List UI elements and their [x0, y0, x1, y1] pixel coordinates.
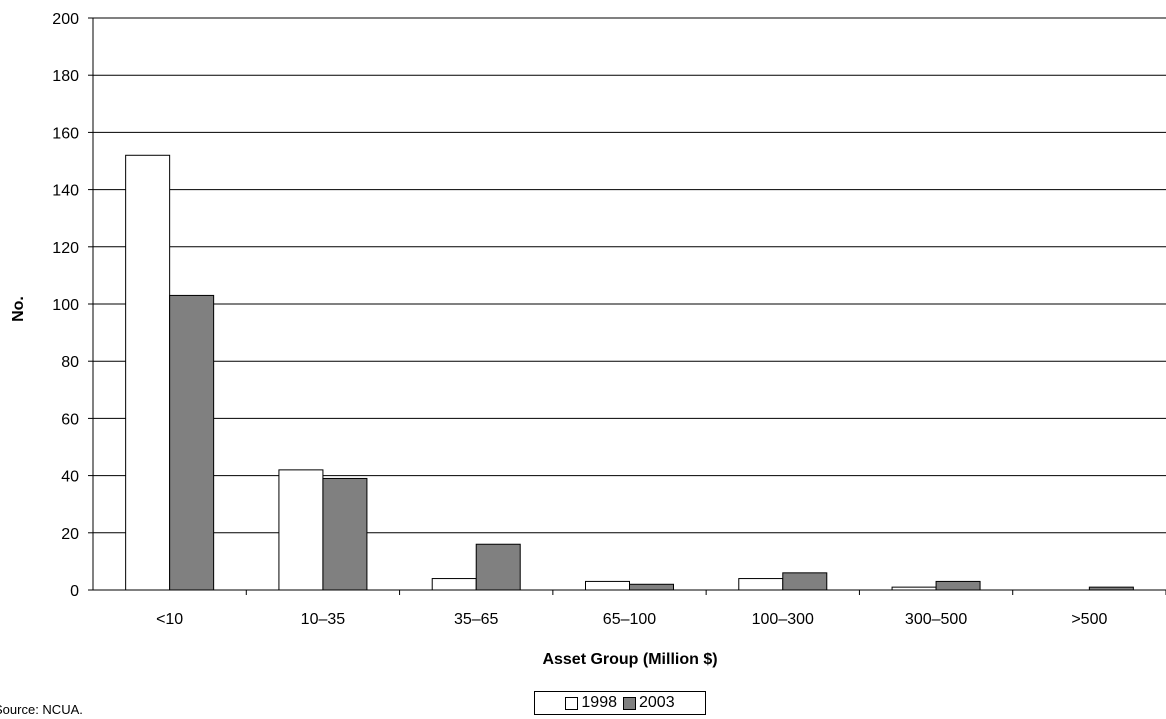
y-tick-label: 160: [52, 125, 79, 142]
legend-swatch-2003: [623, 696, 636, 710]
bar-2003: [322, 477, 368, 591]
y-tick-label: 0: [70, 583, 79, 600]
x-tick-label: 65–100: [603, 611, 656, 628]
axes: [88, 17, 1166, 595]
legend-item-1998: 1998: [565, 694, 617, 712]
bar-1998: [431, 578, 477, 591]
y-tick-label: 60: [61, 411, 79, 428]
x-tick-label: 10–35: [301, 611, 346, 628]
x-tick-label: 35–65: [454, 611, 499, 628]
bar-1998: [278, 469, 324, 591]
x-tick-label: 300–500: [905, 611, 967, 628]
legend-swatch-1998: [565, 696, 579, 710]
source-note: Source: NCUA.: [0, 702, 83, 717]
y-tick-label: 180: [52, 68, 79, 85]
x-tick-labels: <10 10–35 35–65 65–100 100–300 300–500 >500: [156, 611, 1107, 628]
y-tick-labels: 0 20 40 60 80 100 120 140 160 180 200: [52, 11, 79, 600]
legend-item-2003: 2003: [623, 694, 675, 712]
bar-2003: [629, 583, 674, 591]
legend-label-2003: 2003: [639, 694, 675, 711]
bar-1998: [738, 578, 784, 591]
y-tick-label: 100: [52, 297, 79, 314]
y-axis-label: No.: [10, 296, 27, 322]
bars: [125, 154, 1134, 591]
bar-2003: [782, 572, 828, 591]
legend-label-1998: 1998: [581, 694, 617, 711]
y-tick-label: 80: [61, 354, 79, 371]
y-tick-label: 120: [52, 240, 79, 257]
y-tick-label: 40: [61, 469, 79, 486]
x-axis-label: Asset Group (Million $): [542, 651, 717, 668]
gridlines: [93, 17, 1166, 534]
bar-2003: [475, 543, 521, 591]
y-tick-label: 140: [52, 183, 79, 200]
y-tick-label: 200: [52, 11, 79, 28]
x-tick-label: 100–300: [752, 611, 814, 628]
bar-1998: [125, 154, 171, 591]
x-tick-label: <10: [156, 611, 183, 628]
x-tick-label: >500: [1071, 611, 1107, 628]
y-tick-label: 20: [61, 526, 79, 543]
legend: 1998 2003: [534, 691, 706, 715]
bar-2003: [169, 294, 215, 591]
bar-1998: [585, 580, 630, 591]
bar-2003: [935, 580, 981, 591]
